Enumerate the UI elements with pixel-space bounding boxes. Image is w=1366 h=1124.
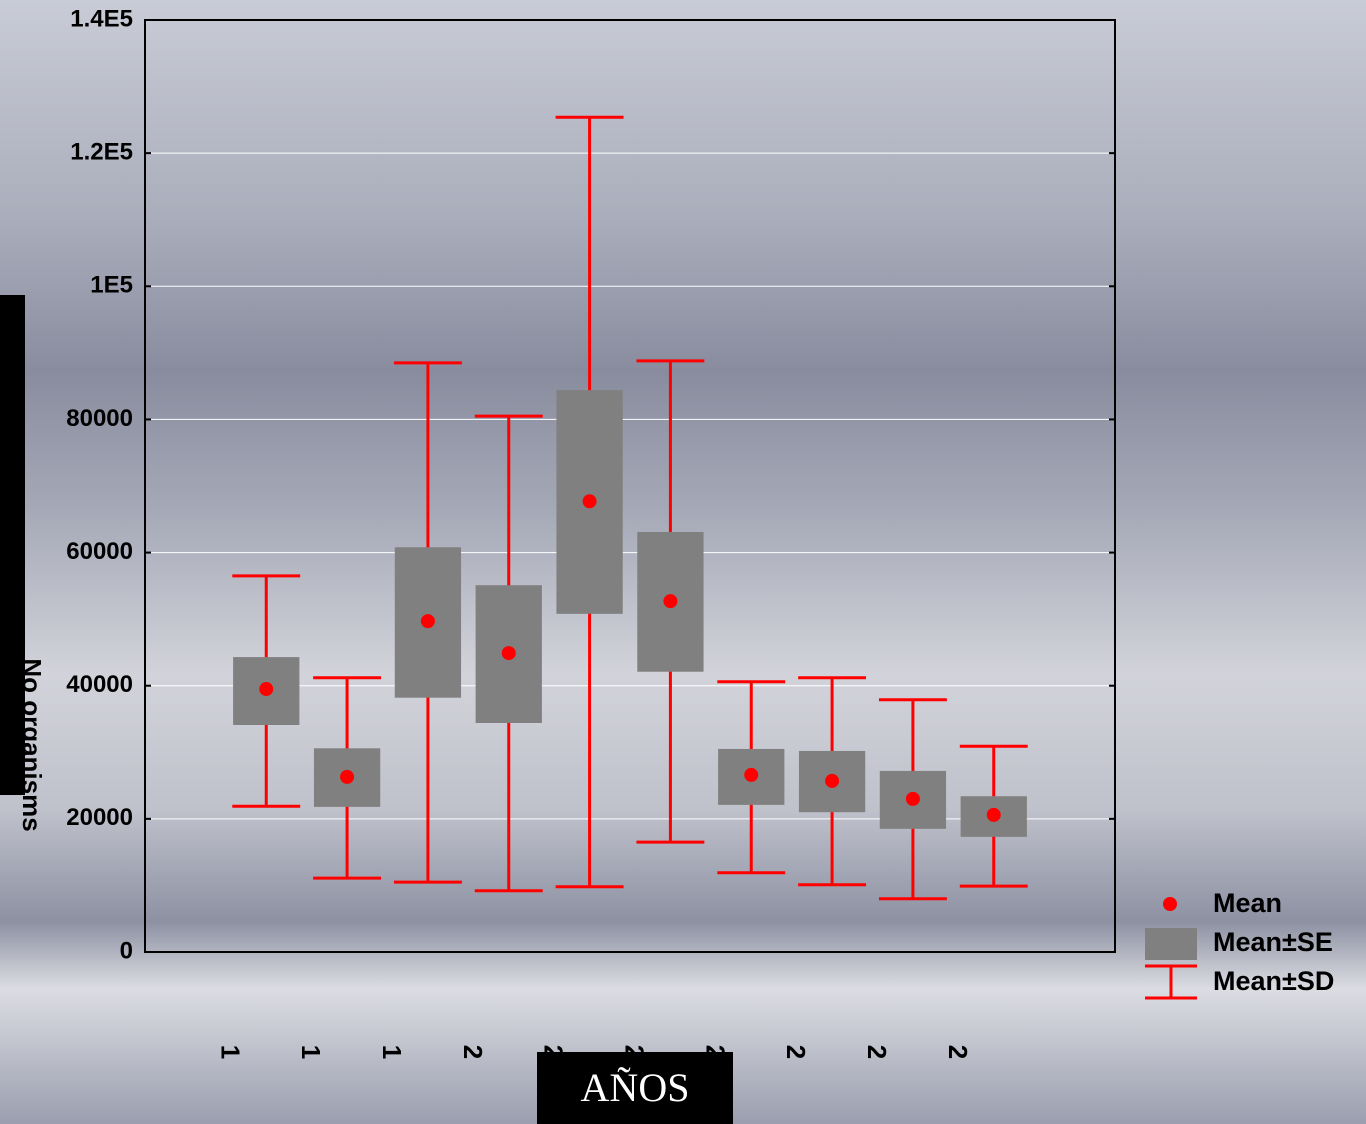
legend-label: Mean±SD bbox=[1213, 966, 1334, 996]
mean-point bbox=[825, 773, 840, 788]
x-tick-label: 1 bbox=[215, 1045, 245, 1059]
y-axis-label: No organisms bbox=[17, 658, 47, 831]
mean-point bbox=[259, 682, 274, 697]
legend-label: Mean±SE bbox=[1213, 927, 1333, 957]
mean-point bbox=[420, 614, 435, 629]
legend-mean-swatch bbox=[1163, 897, 1177, 911]
x-tick-label: 1 bbox=[296, 1045, 326, 1059]
y-tick-label: 0 bbox=[120, 937, 133, 964]
mean-point bbox=[340, 769, 355, 784]
x-label-box bbox=[537, 1052, 733, 1124]
y-tick-label: 1.2E5 bbox=[70, 138, 133, 165]
y-label-box bbox=[0, 295, 25, 795]
y-tick-label: 80000 bbox=[66, 405, 133, 432]
y-tick-label: 1.4E5 bbox=[70, 5, 133, 32]
mean-point bbox=[986, 807, 1001, 822]
x-axis-label: AÑOS bbox=[581, 1065, 690, 1110]
x-tick-label: 2 bbox=[539, 1045, 569, 1059]
y-tick-label: 20000 bbox=[66, 804, 133, 831]
x-tick-label: 2 bbox=[862, 1045, 892, 1059]
plot-frame bbox=[144, 19, 1116, 953]
mean-point bbox=[582, 494, 597, 509]
legend-se-swatch bbox=[1145, 928, 1197, 960]
x-tick-label: 2 bbox=[620, 1045, 650, 1059]
legend-label: Mean bbox=[1213, 888, 1282, 918]
mean-point bbox=[744, 767, 759, 782]
x-tick-label: 2 bbox=[781, 1045, 811, 1059]
y-tick-label: 60000 bbox=[66, 538, 133, 565]
x-tick-label: 2 bbox=[458, 1045, 488, 1059]
y-tick-label: 40000 bbox=[66, 671, 133, 698]
mean-point bbox=[663, 594, 678, 609]
mean-point bbox=[501, 646, 516, 661]
x-tick-label: 2 bbox=[943, 1045, 973, 1059]
y-tick-label: 1E5 bbox=[90, 272, 133, 299]
x-tick-label: 2 bbox=[700, 1045, 730, 1059]
x-tick-label: 1 bbox=[377, 1045, 407, 1059]
mean-point bbox=[905, 791, 920, 806]
